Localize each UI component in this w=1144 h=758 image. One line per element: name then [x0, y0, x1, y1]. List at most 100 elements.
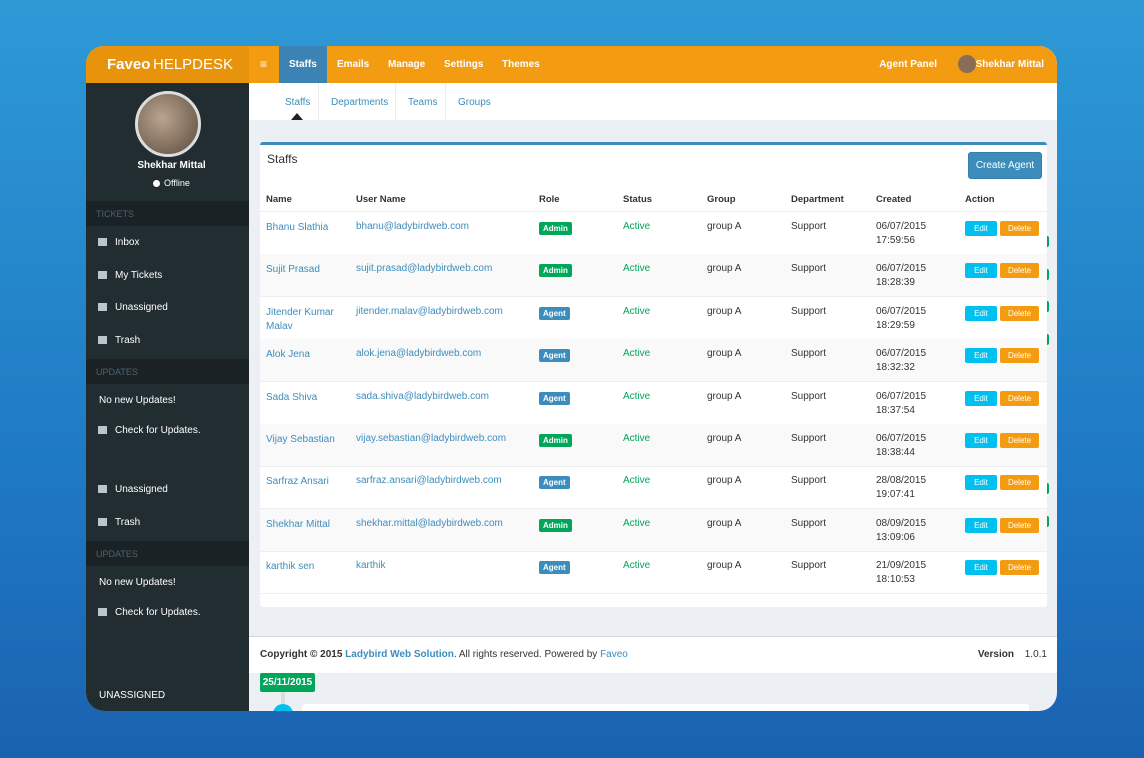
staff-username[interactable]: sarfraz.ansari@ladybirdweb.com: [356, 475, 502, 487]
staff-username[interactable]: vijay.sebastian@ladybirdweb.com: [356, 433, 507, 444]
sidebar-item[interactable]: Inbox: [115, 237, 140, 248]
sidebar-update: No new Updates!: [99, 577, 176, 588]
sidebar-update: No new Updates!: [99, 395, 176, 406]
edit-button[interactable]: Edit: [965, 263, 997, 279]
delete-button[interactable]: Delete: [1000, 221, 1039, 236]
staff-name[interactable]: Jitender Kumar Malav: [266, 306, 334, 332]
nav-item[interactable]: Emails: [337, 59, 370, 70]
subnav-item[interactable]: Departments: [331, 97, 389, 108]
created-time: 18:38:44: [876, 447, 915, 458]
row-rule: [260, 550, 1047, 552]
edit-button[interactable]: Edit: [965, 517, 997, 533]
sidebar-item[interactable]: My Tickets: [115, 269, 163, 281]
timeline-date: 25/11/2015: [260, 673, 315, 692]
delete-button[interactable]: Delete: [1000, 305, 1039, 321]
edit-button[interactable]: Edit: [965, 305, 997, 321]
staff-username[interactable]: sujit.prasad@ladybirdweb.com: [356, 263, 493, 275]
group: group A: [707, 390, 742, 402]
role-badge: Agent: [539, 349, 570, 363]
sidebar-user: Shekhar Mittal: [137, 160, 206, 171]
status: Active: [623, 390, 651, 402]
create-agent[interactable]: Create Agent: [968, 152, 1042, 179]
staff-username[interactable]: bhanu@ladybirdweb.com: [356, 221, 469, 232]
sidebar-item[interactable]: Unassigned: [115, 484, 168, 495]
edit-button[interactable]: Edit: [965, 348, 997, 364]
edit-button[interactable]: Edit: [965, 221, 997, 236]
column-header: Action: [965, 194, 995, 205]
created-date: 21/09/2015: [876, 560, 927, 572]
staff-username[interactable]: alok.jena@ladybirdweb.com: [356, 348, 482, 360]
sidebar-icon: [98, 303, 107, 312]
created-time: 18:28:39: [876, 277, 915, 289]
delete-button[interactable]: Delete: [1000, 517, 1039, 533]
sidebar-update[interactable]: Check for Updates.: [115, 425, 201, 436]
role-badge: Agent: [539, 476, 570, 490]
staff-name[interactable]: Sujit Prasad: [266, 264, 320, 276]
sidebar-header: [86, 541, 249, 566]
sidebar-icon: [98, 608, 107, 616]
edit-button[interactable]: Edit: [965, 433, 997, 448]
sidebar-update[interactable]: Check for Updates.: [115, 607, 201, 618]
row-stripe: [260, 339, 1047, 382]
delete-button[interactable]: Delete: [1000, 475, 1039, 491]
department: Support: [791, 263, 827, 275]
created-date: 06/07/2015: [876, 390, 927, 402]
staff-name[interactable]: Sada Shiva: [266, 391, 318, 403]
edit-button[interactable]: Edit: [965, 560, 997, 576]
subnav-item[interactable]: Staffs: [285, 97, 311, 108]
staff-username[interactable]: karthik: [356, 560, 386, 572]
row-stripe: [260, 254, 1047, 297]
edit-button[interactable]: Edit: [965, 390, 997, 406]
agent-panel[interactable]: Agent Panel: [879, 59, 937, 70]
created-time: 18:32:32: [876, 362, 915, 374]
delete-button[interactable]: Delete: [1000, 263, 1039, 279]
staff-name[interactable]: Alok Jena: [266, 349, 310, 361]
created-time: 13:09:06: [876, 531, 915, 543]
footer-part[interactable]: Faveo: [600, 649, 628, 660]
staff-name[interactable]: Vijay Sebastian: [266, 434, 335, 445]
sidebar-bottom: UNASSIGNED: [99, 690, 166, 701]
group: group A: [707, 263, 742, 275]
department: Support: [791, 348, 827, 360]
sidebar-icon: [98, 336, 107, 345]
sidebar: [86, 83, 249, 711]
version: 1.0.1: [1024, 649, 1047, 660]
footer-part: . All rights reserved. Powered by: [453, 649, 598, 660]
subnav-item[interactable]: Teams: [408, 97, 438, 108]
footer-part[interactable]: Ladybird Web Solution: [345, 649, 454, 660]
group: group A: [707, 560, 742, 572]
edit-button[interactable]: Edit: [965, 475, 997, 491]
subnav-caret: [291, 113, 303, 120]
staff-name[interactable]: karthik sen: [266, 561, 315, 573]
created-time: 18:10:53: [876, 574, 915, 586]
staff-name[interactable]: Shekhar Mittal: [266, 518, 330, 530]
nav-item[interactable]: Settings: [444, 59, 484, 70]
nav-item[interactable]: Manage: [388, 59, 426, 70]
sidebar-item[interactable]: Trash: [115, 335, 141, 347]
sidebar-header-text: UPDATES: [96, 367, 138, 377]
sidebar-item[interactable]: Trash: [115, 517, 141, 528]
delete-button[interactable]: Delete: [1000, 560, 1039, 576]
row-rule: [260, 381, 1047, 383]
sidebar-status: Offline: [164, 178, 190, 188]
user-name[interactable]: Shekhar Mittal: [975, 59, 1044, 70]
nav-item[interactable]: Staffs: [279, 46, 327, 83]
subnav-item[interactable]: Groups: [458, 97, 491, 108]
brand-area: [86, 46, 249, 83]
sidebar-item[interactable]: Unassigned: [115, 302, 168, 314]
sidebar-icon: [98, 485, 107, 493]
department: Support: [791, 475, 827, 487]
delete-button[interactable]: Delete: [1000, 433, 1039, 448]
status: Active: [623, 221, 651, 232]
delete-button[interactable]: Delete: [1000, 348, 1039, 364]
nav-item[interactable]: Themes: [502, 59, 540, 70]
staff-name[interactable]: Sarfraz Ansari: [266, 476, 329, 488]
status: Active: [623, 475, 651, 487]
staff-username[interactable]: shekhar.mittal@ladybirdweb.com: [356, 517, 503, 529]
delete-button[interactable]: Delete: [1000, 390, 1039, 406]
staff-username[interactable]: sada.shiva@ladybirdweb.com: [356, 390, 489, 402]
department: Support: [791, 560, 827, 572]
sidebar-header-text: TICKETS: [96, 209, 135, 219]
staff-name[interactable]: Bhanu Slathia: [266, 222, 329, 233]
staff-username[interactable]: jitender.malav@ladybirdweb.com: [356, 305, 503, 317]
